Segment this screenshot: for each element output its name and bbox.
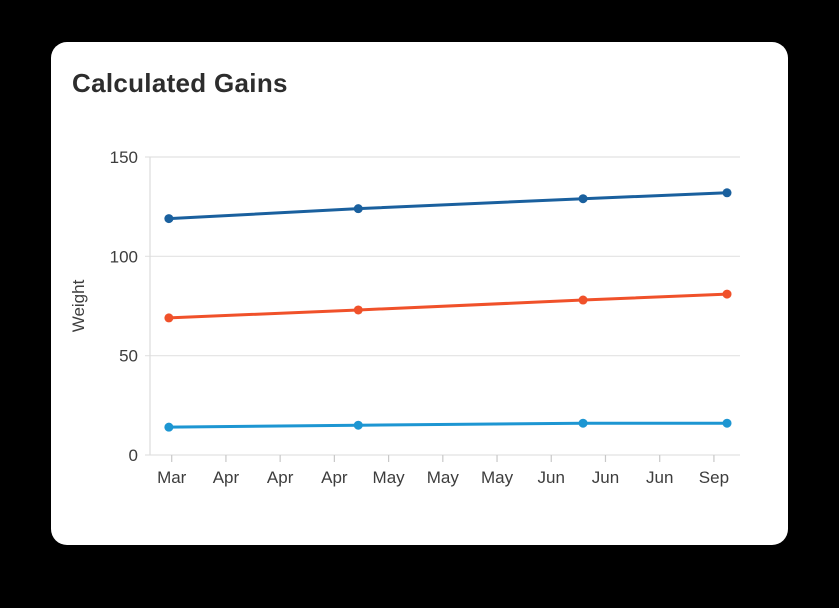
data-point-light-blue[interactable] <box>353 420 363 430</box>
data-point-dark-blue[interactable] <box>164 214 174 224</box>
data-point-orange[interactable] <box>353 305 363 315</box>
y-tick-label: 0 <box>129 446 138 465</box>
series-line-dark-blue <box>167 191 729 221</box>
data-point-orange[interactable] <box>164 313 174 323</box>
data-point-light-blue[interactable] <box>722 418 732 428</box>
y-axis-title: Weight <box>69 279 88 332</box>
x-tick-label: Apr <box>213 468 240 487</box>
x-tick-label: Jun <box>646 468 673 487</box>
x-tick-label: Jun <box>592 468 619 487</box>
x-tick-label: May <box>427 468 460 487</box>
x-tick-label: Apr <box>321 468 348 487</box>
y-tick-label: 50 <box>119 347 138 366</box>
chart-card: 0 50 100 150 Weight Mar Apr Apr Apr May May May Jun J… <box>51 42 788 545</box>
y-tick-label: 100 <box>110 247 138 266</box>
data-point-light-blue[interactable] <box>164 422 174 432</box>
x-tick-label: May <box>373 468 406 487</box>
x-tick-label: Sep <box>699 468 729 487</box>
data-point-dark-blue[interactable] <box>353 204 363 214</box>
data-point-light-blue[interactable] <box>578 418 588 428</box>
line-chart: 0 50 100 150 Weight Mar Apr Apr Apr May May May Jun J… <box>69 148 740 487</box>
data-point-dark-blue[interactable] <box>722 188 732 198</box>
x-tick-label: May <box>481 468 514 487</box>
x-tick-label: Jun <box>538 468 565 487</box>
x-tick-label: Apr <box>267 468 294 487</box>
series-line-light-blue <box>167 421 729 429</box>
series-line-orange <box>167 292 729 320</box>
data-point-dark-blue[interactable] <box>578 194 588 204</box>
data-point-orange[interactable] <box>578 295 588 305</box>
y-tick-label: 150 <box>110 148 138 167</box>
x-tick-label: Mar <box>157 468 187 487</box>
data-point-orange[interactable] <box>722 289 732 299</box>
chart-title: Calculated Gains <box>72 68 288 98</box>
